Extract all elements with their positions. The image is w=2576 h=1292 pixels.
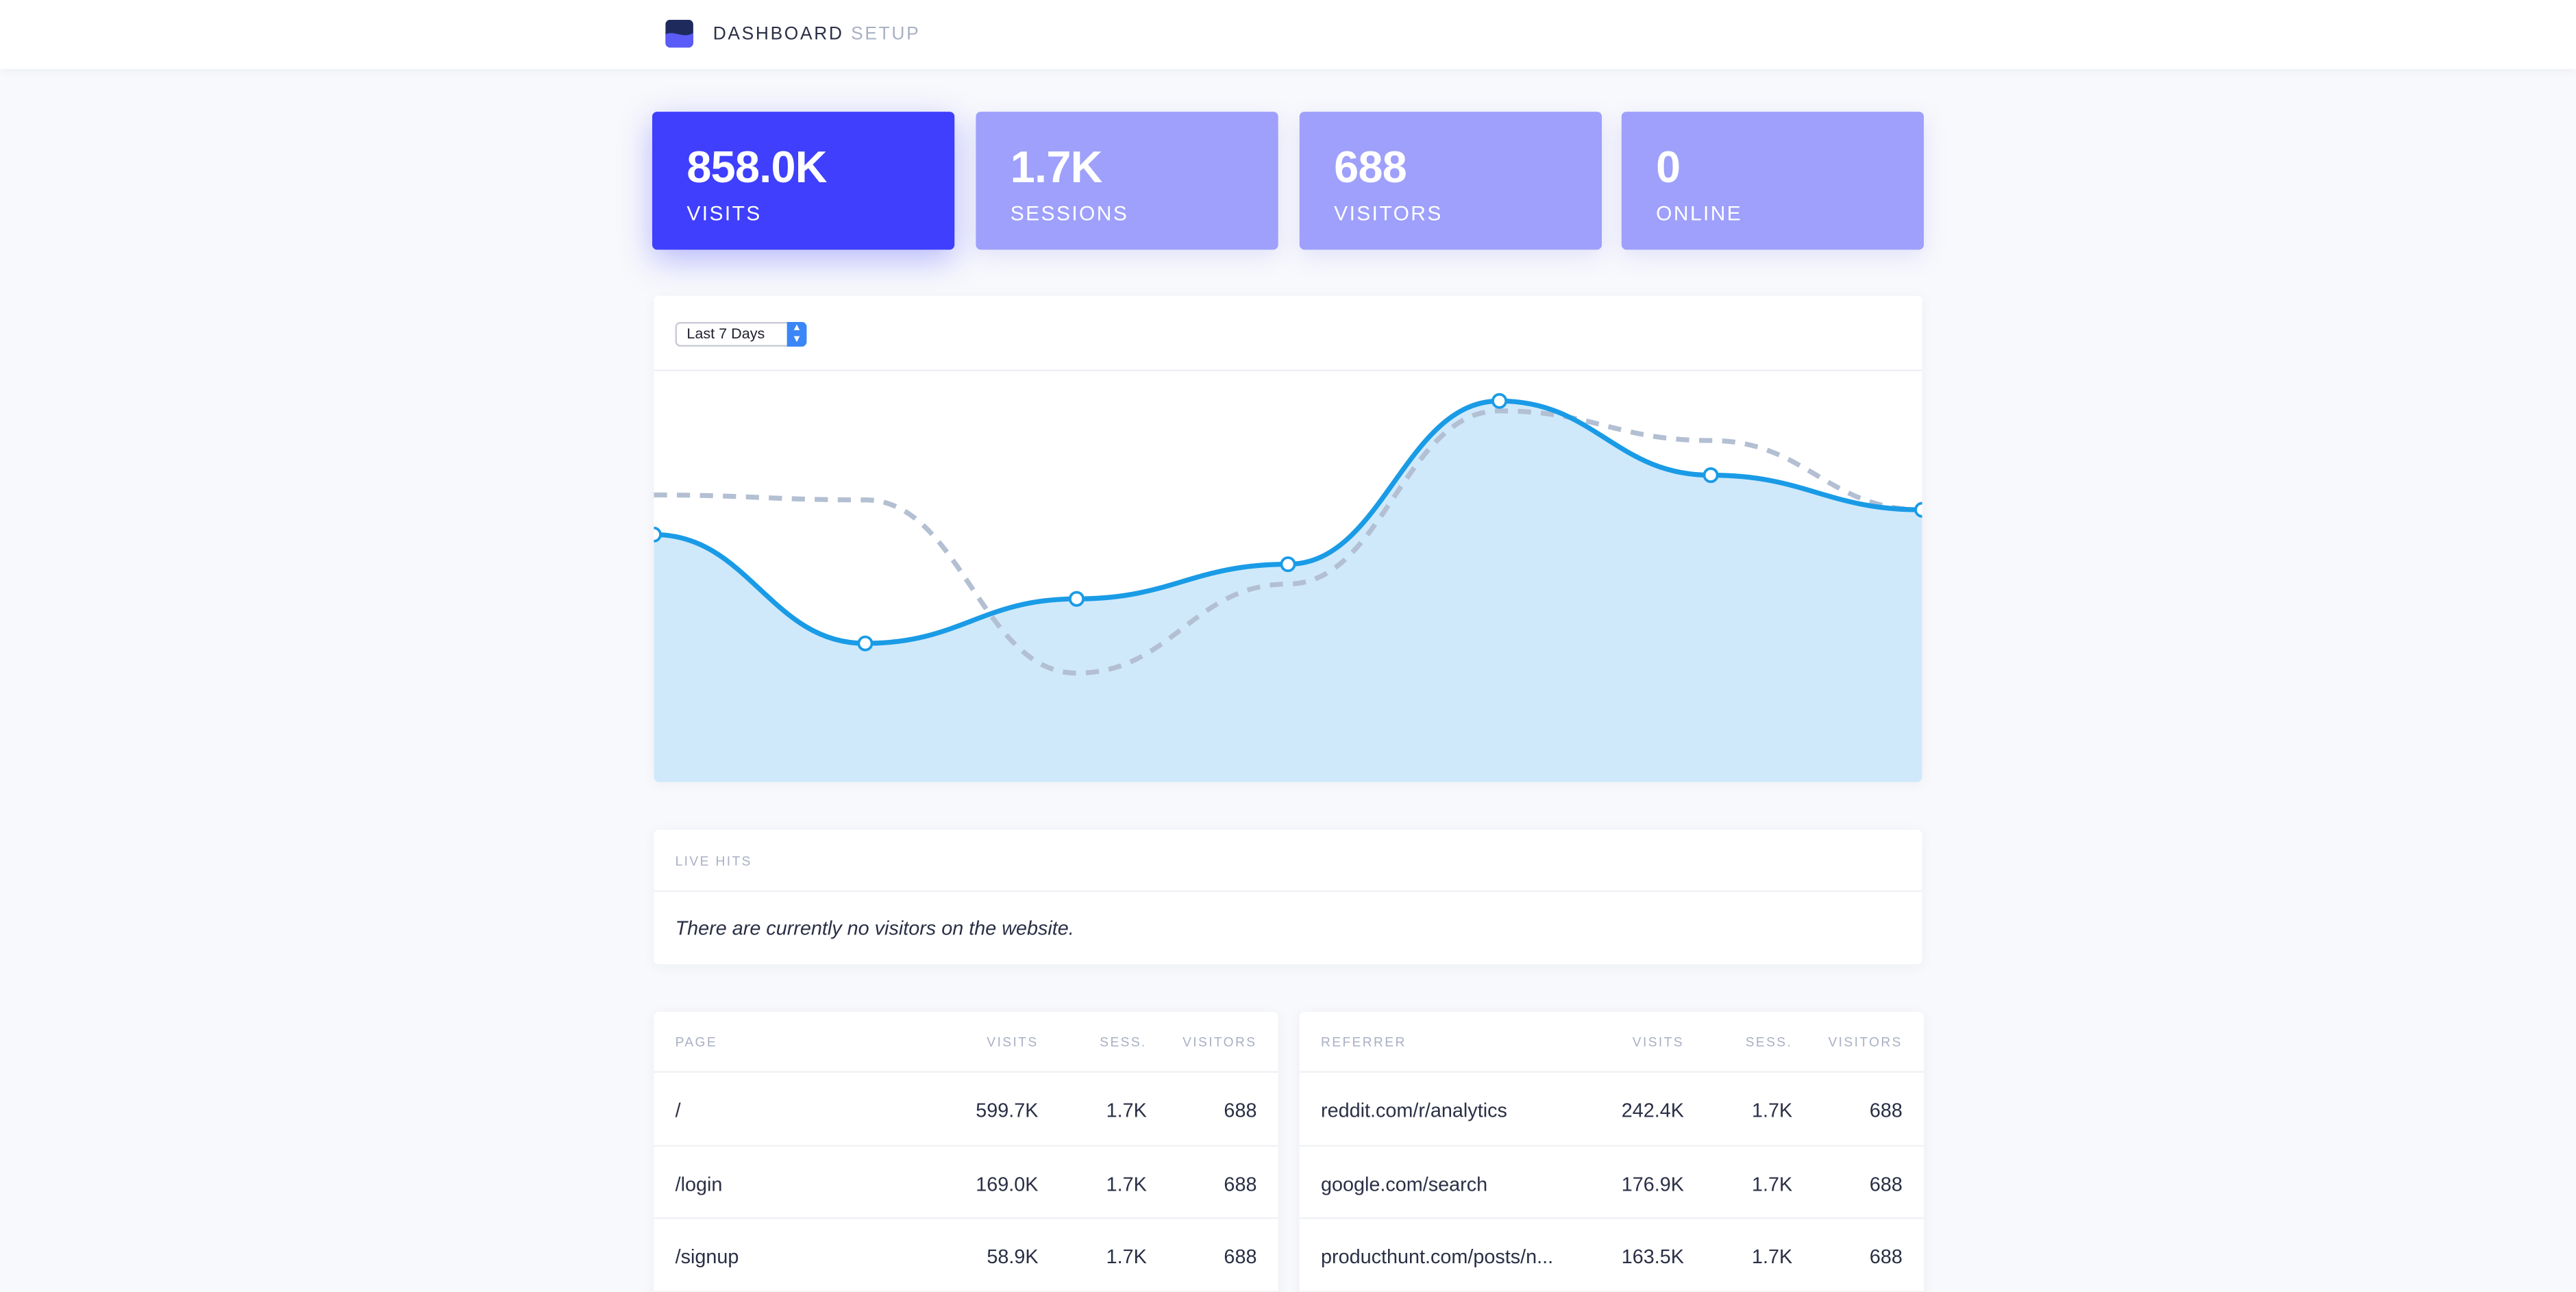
table-header: PAGE VISITS SESS. VISITORS (654, 1012, 1278, 1073)
row-referrer: google.com/search (1320, 1171, 1488, 1195)
live-hits-title: LIVE HITS (675, 854, 752, 869)
row-referrer: producthunt.com/posts/n... (1320, 1245, 1554, 1269)
chart-point[interactable] (857, 635, 874, 651)
stat-label: VISITORS (1334, 201, 1443, 225)
table-row[interactable]: /login 169.0K 1.7K 688 (654, 1146, 1278, 1219)
select-arrows-icon: ▲ ▼ (787, 322, 807, 347)
app-logo-icon[interactable] (665, 19, 693, 48)
stat-label: ONLINE (1656, 201, 1743, 225)
chart-points (654, 393, 1922, 651)
row-page: / (675, 1099, 681, 1122)
col-visits[interactable]: VISITS (1632, 1034, 1684, 1050)
stat-value: 0 (1656, 142, 1681, 192)
table-header: REFERRER VISITS SESS. VISITORS (1299, 1012, 1924, 1073)
row-page: /signup (675, 1245, 739, 1269)
table-row[interactable]: google.com/search 176.9K 1.7K 688 (1299, 1146, 1924, 1219)
stat-value: 1.7K (1010, 142, 1103, 192)
visits-chart (654, 393, 1922, 782)
row-sessions: 1.7K (1106, 1245, 1147, 1269)
chart-point[interactable] (1491, 393, 1508, 409)
table-row[interactable]: producthunt.com/posts/n... 163.5K 1.7K 6… (1299, 1219, 1924, 1292)
col-visitors[interactable]: VISITORS (1828, 1034, 1903, 1050)
row-visitors: 688 (1869, 1171, 1903, 1195)
chart-header: Last 7 Days ▲ ▼ (654, 296, 1922, 371)
row-visitors: 688 (1224, 1171, 1257, 1195)
row-visits: 176.9K (1621, 1171, 1684, 1195)
row-visitors: 688 (1224, 1245, 1257, 1269)
row-sessions: 1.7K (1752, 1245, 1793, 1269)
chart-panel: Last 7 Days ▲ ▼ (654, 295, 1922, 782)
chart-point[interactable] (1280, 556, 1296, 573)
row-visits: 58.9K (987, 1245, 1039, 1269)
row-visitors: 688 (1869, 1245, 1903, 1269)
col-page[interactable]: PAGE (675, 1034, 718, 1050)
current-period-area (654, 401, 1922, 782)
live-hits-panel: LIVE HITS There are currently no visitor… (654, 829, 1922, 965)
col-sessions[interactable]: SESS. (1100, 1034, 1147, 1050)
row-visits: 169.0K (976, 1171, 1039, 1195)
date-range-value: Last 7 Days (686, 325, 765, 342)
pages-table: PAGE VISITS SESS. VISITORS / 599.7K 1.7K… (654, 1012, 1278, 1292)
row-sessions: 1.7K (1106, 1099, 1147, 1122)
stat-label: SESSIONS (1010, 201, 1129, 225)
row-visits: 242.4K (1621, 1099, 1684, 1122)
table-row[interactable]: reddit.com/r/analytics 242.4K 1.7K 688 (1299, 1073, 1924, 1146)
row-visits: 163.5K (1621, 1245, 1684, 1269)
col-visits[interactable]: VISITS (987, 1034, 1039, 1050)
stat-card-online[interactable]: 0 ONLINE (1621, 112, 1924, 250)
table-row[interactable]: / 599.7K 1.7K 688 (654, 1073, 1278, 1146)
nav-dashboard[interactable]: DASHBOARD (713, 24, 844, 45)
col-sessions[interactable]: SESS. (1745, 1034, 1793, 1050)
live-hits-header: LIVE HITS (654, 830, 1922, 893)
stat-card-visitors[interactable]: 688 VISITORS (1299, 112, 1602, 250)
top-navigation-bar: DASHBOARD SETUP (0, 0, 2576, 69)
stat-card-visits[interactable]: 858.0K VISITS (652, 112, 955, 250)
previous-period-line (654, 408, 1922, 676)
stat-value: 858.0K (686, 142, 827, 192)
row-visitors: 688 (1869, 1099, 1903, 1122)
row-sessions: 1.7K (1752, 1099, 1793, 1122)
row-sessions: 1.7K (1106, 1171, 1147, 1195)
row-visitors: 688 (1224, 1099, 1257, 1122)
nav-setup[interactable]: SETUP (851, 24, 921, 45)
referrers-table: REFERRER VISITS SESS. VISITORS reddit.co… (1299, 1012, 1924, 1292)
stat-label: VISITS (686, 201, 762, 225)
chart-point[interactable] (1702, 467, 1719, 484)
table-row[interactable]: /signup 58.9K 1.7K 688 (654, 1219, 1278, 1292)
stat-value: 688 (1334, 142, 1407, 192)
stat-card-sessions[interactable]: 1.7K SESSIONS (976, 112, 1278, 250)
row-referrer: reddit.com/r/analytics (1320, 1099, 1507, 1122)
chart-point[interactable] (1068, 591, 1085, 607)
date-range-select[interactable]: Last 7 Days ▲ ▼ (675, 322, 807, 347)
row-page: /login (675, 1171, 723, 1195)
row-sessions: 1.7K (1752, 1171, 1793, 1195)
row-visits: 599.7K (976, 1099, 1039, 1122)
chart-point[interactable] (654, 526, 662, 543)
col-referrer[interactable]: REFERRER (1320, 1034, 1407, 1050)
col-visitors[interactable]: VISITORS (1182, 1034, 1257, 1050)
live-hits-message: There are currently no visitors on the w… (675, 917, 1074, 940)
chart-point[interactable] (1914, 501, 1922, 518)
